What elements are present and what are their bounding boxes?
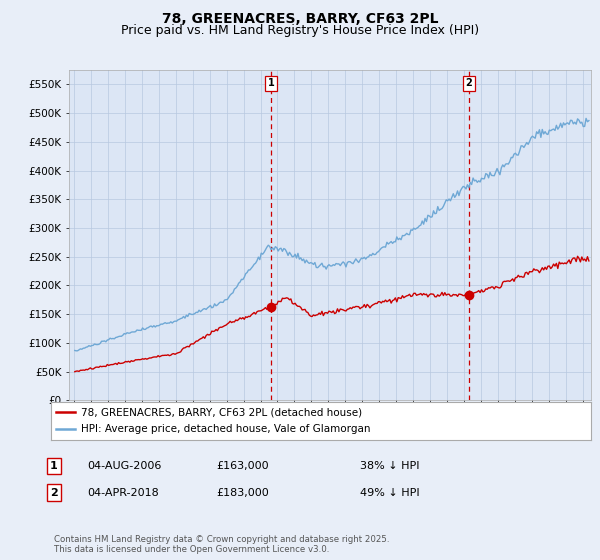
Text: £163,000: £163,000: [216, 461, 269, 471]
Text: 78, GREENACRES, BARRY, CF63 2PL: 78, GREENACRES, BARRY, CF63 2PL: [162, 12, 438, 26]
Text: 2: 2: [50, 488, 58, 498]
Text: 49% ↓ HPI: 49% ↓ HPI: [360, 488, 419, 498]
Text: Contains HM Land Registry data © Crown copyright and database right 2025.
This d: Contains HM Land Registry data © Crown c…: [54, 535, 389, 554]
Text: HPI: Average price, detached house, Vale of Glamorgan: HPI: Average price, detached house, Vale…: [80, 424, 370, 434]
Text: 38% ↓ HPI: 38% ↓ HPI: [360, 461, 419, 471]
Text: 1: 1: [268, 78, 274, 88]
Text: 78, GREENACRES, BARRY, CF63 2PL (detached house): 78, GREENACRES, BARRY, CF63 2PL (detache…: [80, 407, 362, 417]
Text: 1: 1: [50, 461, 58, 471]
Text: Price paid vs. HM Land Registry's House Price Index (HPI): Price paid vs. HM Land Registry's House …: [121, 24, 479, 37]
Text: 04-AUG-2006: 04-AUG-2006: [87, 461, 161, 471]
Text: £183,000: £183,000: [216, 488, 269, 498]
Text: 04-APR-2018: 04-APR-2018: [87, 488, 159, 498]
Text: 2: 2: [466, 78, 472, 88]
